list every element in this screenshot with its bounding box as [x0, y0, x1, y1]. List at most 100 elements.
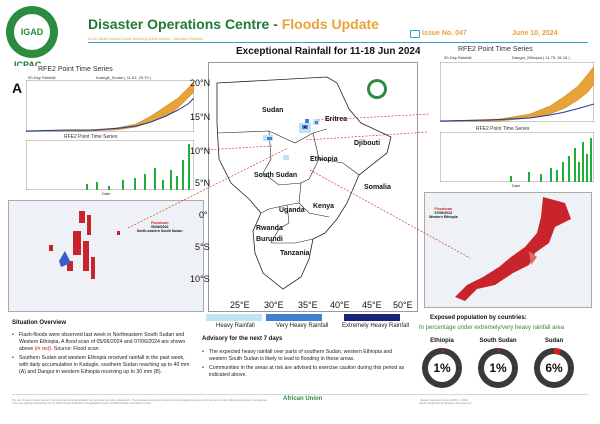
- chart-b-daily-title: RFE2 Point Time Series: [476, 126, 530, 132]
- lon-30e: 30°E: [264, 300, 284, 310]
- advisory-title: Advisory for the next 7 days: [202, 336, 283, 342]
- situation-bullet-1: Flash-floods were observed last week in …: [12, 332, 192, 353]
- flood-right-line3: Western Ethiopia: [429, 215, 458, 219]
- chart-b-xlabel: Date: [512, 183, 521, 188]
- flood-right-line2: 07/06/2024: [434, 211, 453, 215]
- footer-divider: [12, 394, 588, 395]
- chart-b-sub-left: 90-Day Rainfall: [444, 55, 472, 60]
- situation-bullet-1-a: Flash-floods were observed last week in …: [19, 332, 186, 352]
- rain-extreme: [304, 126, 306, 128]
- region-outline: [216, 76, 392, 290]
- donut-south-sudan-value: 1%: [489, 361, 507, 375]
- situation-title: Situation Overview: [12, 320, 67, 326]
- flood-scan-left-image: [9, 201, 203, 311]
- legend-swatch-extreme: [344, 314, 400, 321]
- lon-35e: 35°E: [298, 300, 318, 310]
- rainfall-map-image: [209, 63, 417, 311]
- internal-borders: [216, 128, 360, 244]
- lat-10s: 10°S: [190, 274, 210, 284]
- page-title: Disaster Operations Centre - Floods Upda…: [88, 16, 379, 32]
- situation-bullet-2: Southern Sudan and western Ethiopia rece…: [12, 355, 192, 376]
- chart-a-panel: RFE2 Point Time Series 90-Day Rainfall K…: [4, 66, 200, 196]
- donut-south-sudan: 1%: [478, 348, 518, 388]
- situation-body: Flash-floods were observed last week in …: [12, 332, 192, 376]
- lat-5s: 5°S: [195, 242, 210, 252]
- label-sudan: Sudan: [262, 107, 284, 114]
- advisory-body: The expected heavy rainfall over parts o…: [202, 349, 408, 379]
- exposure-label-sudan: Sudan: [544, 338, 564, 344]
- exposure-label-ethiopia: Ethiopia: [430, 338, 454, 344]
- legend-swatch-heavy: [206, 314, 262, 321]
- exposure-subtitle: In percentage under extremely/very heavy…: [419, 325, 565, 331]
- chart-a-sub-left: 90-Day Rainfall: [28, 75, 56, 80]
- flood-right-line1: Floodscan: [434, 207, 453, 211]
- lat-10n: 10°N: [190, 146, 211, 156]
- igad-logo: IGAD: [6, 6, 58, 58]
- chart-a-daily-bars: [86, 144, 190, 190]
- issue-number: Issue No. 047: [422, 30, 467, 37]
- chart-a-sub-right: Kadugli_Sudan ( 11.01, 29.70 ): [96, 75, 152, 80]
- flood-right-caption: Floodscan 07/06/2024 Western Ethiopia: [429, 207, 458, 219]
- label-tanzania: Tanzania: [280, 250, 310, 257]
- chart-a-xlabel: Date: [102, 191, 111, 196]
- org-name: ICPAC: [14, 60, 42, 70]
- situation-bullet-1-red: (in red): [34, 346, 52, 352]
- label-south-sudan: South Sudan: [254, 172, 298, 179]
- label-eritrea: Eritrea: [325, 116, 348, 123]
- label-ethiopia: Ethiopia: [310, 156, 338, 163]
- flood-left-line2: 05/06/2024: [150, 225, 169, 229]
- legend-label-heavy: Heavy Rainfall: [216, 323, 255, 329]
- lat-5n: 5°N: [195, 178, 211, 188]
- footer-left-line1: The use of trade or brand names in this …: [12, 399, 268, 402]
- chart-b-panel: RFE2 Point Time Series 90-Day Rainfall D…: [420, 46, 598, 190]
- chart-a-daily: [26, 140, 194, 190]
- header-divider: [88, 42, 588, 43]
- flood-left-line1: Floodscan: [151, 221, 169, 225]
- lon-50e: 50°E: [393, 300, 413, 310]
- situation-bullet-1-b: . Source: Flood scan: [51, 346, 99, 352]
- map-title: Exceptional Rainfall for 11-18 Jun 2024: [236, 46, 421, 57]
- legend-label-very-heavy: Very Heavy Rainfall: [276, 323, 329, 329]
- african-union-logo: African Union: [283, 396, 323, 402]
- donut-ethiopia: 1%: [422, 348, 462, 388]
- title-accent: Floods Update: [281, 16, 379, 32]
- flood-scan-right-image: [425, 193, 591, 307]
- donut-sudan: 6%: [534, 348, 574, 388]
- title-main: Disaster Operations Centre -: [88, 16, 282, 32]
- chart-b-daily-bars: [510, 138, 592, 182]
- igad-logo-text: IGAD: [14, 14, 50, 50]
- label-uganda: Uganda: [279, 207, 305, 214]
- label-kenya: Kenya: [313, 203, 335, 210]
- page-subtitle: IGAD Multi-Hazard Early Warning Early Ac…: [88, 36, 204, 41]
- donut-ethiopia-value: 1%: [433, 361, 451, 375]
- flood-scan-right: Floodscan 07/06/2024 Western Ethiopia: [424, 192, 592, 308]
- lat-0: 0°: [199, 210, 208, 220]
- exposure-title: Exposed population by countries:: [430, 315, 527, 321]
- label-somalia: Somalia: [364, 184, 391, 191]
- chart-a-cumulative: [26, 80, 194, 132]
- flood-left-caption: Floodscan 05/06/2024 North-eastern South…: [137, 221, 183, 233]
- chart-a-letter: A: [12, 80, 23, 96]
- chart-b-sub-right: Dangur_Ethiopia ( 11.75, 36.18 ): [512, 55, 570, 60]
- label-rwanda: Rwanda: [256, 225, 283, 232]
- chart-a-daily-title: RFE2 Point Time Series: [64, 134, 118, 140]
- lat-20n: 20°N: [190, 78, 211, 88]
- chart-a-normal-area: [26, 81, 194, 132]
- chart-b-cumulative: [440, 62, 594, 122]
- legend-label-extreme: Extremely Heavy Rainfall: [342, 323, 410, 329]
- rainfall-map: [208, 62, 418, 312]
- lon-45e: 45°E: [362, 300, 382, 310]
- exposure-label-south-sudan: South Sudan: [479, 338, 517, 344]
- chart-b-title: RFE2 Point Time Series: [458, 46, 533, 53]
- chart-b-current-line: [440, 103, 594, 122]
- lat-15n: 15°N: [190, 112, 211, 122]
- footer-left-line2: This is an ongoing interpretation by the…: [12, 402, 152, 406]
- footer-right-line2: Email: doc@icpac.net Website: www.icpac.…: [420, 402, 472, 406]
- advisory-bullet-2: Communities in the areas at risk are adv…: [202, 365, 408, 379]
- chart-a-title: RFE2 Point Time Series: [38, 66, 113, 73]
- lon-40e: 40°E: [330, 300, 350, 310]
- issue-date: June 10, 2024: [512, 30, 558, 37]
- footer-right: Disaster Operations Centre (DOC) - ICPAC…: [420, 399, 471, 405]
- legend-swatch-very-heavy: [266, 314, 322, 321]
